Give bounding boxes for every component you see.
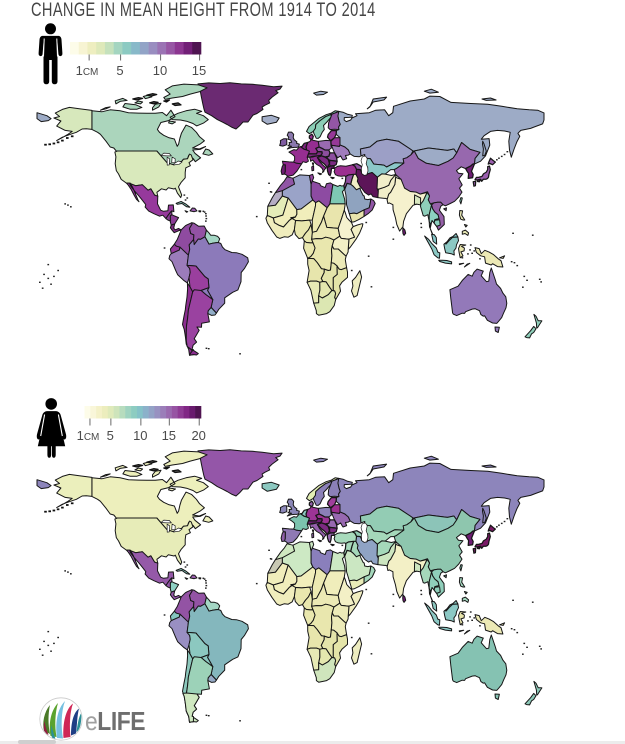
svg-text:5: 5 bbox=[107, 428, 114, 443]
svg-text:15: 15 bbox=[192, 63, 206, 78]
svg-text:10: 10 bbox=[133, 428, 147, 443]
svg-text:5: 5 bbox=[116, 63, 123, 78]
svg-text:15: 15 bbox=[162, 428, 176, 443]
svg-text:1CM: 1CM bbox=[76, 63, 99, 78]
svg-text:20: 20 bbox=[191, 428, 205, 443]
svg-text:1CM: 1CM bbox=[77, 428, 100, 443]
svg-text:10: 10 bbox=[153, 63, 167, 78]
